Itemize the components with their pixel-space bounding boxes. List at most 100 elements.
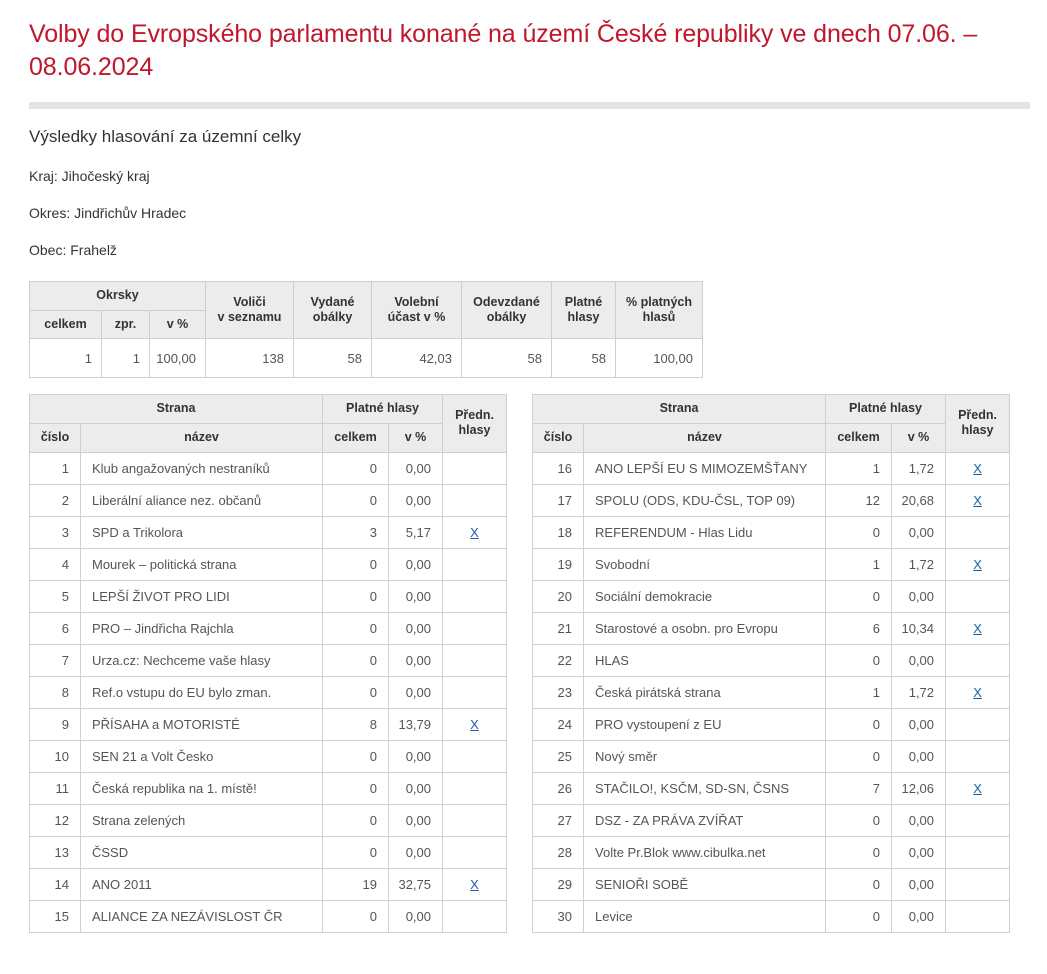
party-name: ANO LEPŠÍ EU S MIMOZEMŠŤANY — [583, 451, 827, 485]
table-row: 7 Urza.cz: Nechceme vaše hlasy 0 0,00 — [29, 643, 508, 677]
preferential-votes-cell[interactable]: X — [945, 483, 1011, 517]
summary-col-vydane-line1: Vydané — [310, 294, 355, 309]
preferential-votes-link[interactable]: X — [973, 780, 982, 796]
party-name: SPOLU (ODS, KDU-ČSL, TOP 09) — [583, 483, 827, 517]
party-results-wrapper: Strana Platné hlasy Předn. hlasy číslo n… — [0, 378, 1047, 933]
party-number: 17 — [532, 483, 585, 517]
party-number: 26 — [532, 771, 585, 805]
party-name: Nový směr — [583, 739, 827, 773]
party-votes-percent: 0,00 — [387, 835, 444, 869]
preferential-votes-cell[interactable]: X — [945, 547, 1011, 581]
preferential-votes-cell[interactable]: X — [442, 515, 508, 549]
party-number: 13 — [29, 835, 81, 869]
summary-value-vydane-obalky: 58 — [293, 338, 372, 379]
preferential-votes-cell[interactable]: X — [945, 611, 1011, 645]
preferential-votes-link[interactable]: X — [973, 684, 982, 700]
party-name: HLAS — [583, 643, 827, 677]
party-name: STAČILO!, KSČM, SD-SN, ČSNS — [583, 771, 827, 805]
preferential-votes-cell[interactable]: X — [442, 867, 508, 901]
party-name: Sociální demokracie — [583, 579, 827, 613]
results-left-body: 1 Klub angažovaných nestraníků 0 0,00 2 Liber… — [29, 451, 508, 933]
party-votes-percent: 0,00 — [891, 515, 947, 549]
table-row: 24 PRO vystoupení z EU 0 0,00 — [532, 707, 1011, 741]
party-votes-total: 0 — [825, 739, 893, 773]
party-votes-percent: 10,34 — [891, 611, 947, 645]
table-row: 16 ANO LEPŠÍ EU S MIMOZEMŠŤANY 1 1,72 X — [532, 451, 1011, 485]
table-row: 13 ČSSD 0 0,00 — [29, 835, 508, 869]
table-row: 14 ANO 2011 19 32,75 X — [29, 867, 508, 901]
table-row: 28 Volte Pr.Blok www.cibulka.net 0 0,00 — [532, 835, 1011, 869]
party-votes-total: 1 — [825, 451, 893, 485]
party-votes-percent: 0,00 — [387, 451, 444, 485]
results-right-col-platne-hlasy: Platné hlasy — [825, 394, 947, 424]
party-votes-total: 1 — [825, 675, 893, 709]
preferential-votes-cell — [442, 771, 508, 805]
summary-col-odevzdane-line2: obálky — [486, 310, 527, 325]
party-name: Volte Pr.Blok www.cibulka.net — [583, 835, 827, 869]
results-left-col-nazev: název — [80, 422, 323, 453]
party-number: 19 — [532, 547, 585, 581]
summary-col-platne-hlasy: Platné hlasy — [551, 280, 616, 340]
table-row: 30 Levice 0 0,00 — [532, 899, 1011, 933]
preferential-votes-cell — [442, 803, 508, 837]
preferential-votes-cell — [442, 643, 508, 677]
party-votes-percent: 0,00 — [387, 611, 444, 645]
summary-col-vydane-line2: obálky — [312, 310, 353, 325]
party-votes-total: 0 — [322, 835, 389, 869]
preferential-votes-cell — [442, 899, 508, 933]
preferential-votes-link[interactable]: X — [973, 460, 982, 476]
results-left-predn-line2: hlasy — [458, 423, 491, 438]
party-number: 14 — [29, 867, 81, 901]
results-right-header-row-1: Strana Platné hlasy Předn. hlasy — [532, 394, 1011, 453]
table-row: 26 STAČILO!, KSČM, SD-SN, ČSNS 7 12,06 X — [532, 771, 1011, 805]
summary-value-okrsky-vproc: 100,00 — [149, 338, 206, 379]
preferential-votes-link[interactable]: X — [470, 876, 479, 892]
party-votes-percent: 0,00 — [387, 675, 444, 709]
table-row: 22 HLAS 0 0,00 — [532, 643, 1011, 677]
party-name: Levice — [583, 899, 827, 933]
table-row: 18 REFERENDUM - Hlas Lidu 0 0,00 — [532, 515, 1011, 549]
results-left-col-platne-hlasy: Platné hlasy — [321, 394, 444, 424]
preferential-votes-link[interactable]: X — [973, 556, 982, 572]
party-votes-total: 3 — [322, 515, 389, 549]
preferential-votes-cell[interactable]: X — [945, 771, 1011, 805]
party-number: 27 — [532, 803, 585, 837]
table-row: 8 Ref.o vstupu do EU bylo zman. 0 0,00 — [29, 675, 508, 709]
party-votes-total: 19 — [322, 867, 389, 901]
party-number: 4 — [29, 547, 81, 581]
preferential-votes-cell[interactable]: X — [945, 675, 1011, 709]
preferential-votes-link[interactable]: X — [470, 524, 479, 540]
party-number: 25 — [532, 739, 585, 773]
party-votes-total: 0 — [322, 739, 389, 773]
preferential-votes-link[interactable]: X — [470, 716, 479, 732]
preferential-votes-cell — [945, 579, 1011, 613]
preferential-votes-link[interactable]: X — [973, 620, 982, 636]
preferential-votes-cell[interactable]: X — [945, 451, 1011, 485]
party-number: 5 — [29, 579, 81, 613]
party-votes-percent: 0,00 — [891, 643, 947, 677]
party-number: 18 — [532, 515, 585, 549]
party-votes-total: 0 — [825, 707, 893, 741]
summary-value-volici-v-seznamu: 138 — [205, 338, 294, 379]
summary-table-wrapper: Okrsky Voliči v seznamu Vydané obálky Vo… — [0, 258, 1047, 379]
party-votes-percent: 0,00 — [891, 899, 947, 933]
party-votes-total: 0 — [322, 451, 389, 485]
party-name: Strana zelených — [80, 803, 323, 837]
turnout-summary-table: Okrsky Voliči v seznamu Vydané obálky Vo… — [29, 280, 703, 379]
preferential-votes-cell — [945, 643, 1011, 677]
party-name: Klub angažovaných nestraníků — [80, 451, 323, 485]
preferential-votes-cell — [945, 835, 1011, 869]
results-page: Volby do Evropského parlamentu konané na… — [0, 20, 1047, 933]
table-row: 2 Liberální aliance nez. občanů 0 0,00 — [29, 483, 508, 517]
party-votes-total: 0 — [825, 803, 893, 837]
party-number: 10 — [29, 739, 81, 773]
party-name: SENIOŘI SOBĚ — [583, 867, 827, 901]
preferential-votes-cell[interactable]: X — [442, 707, 508, 741]
party-number: 8 — [29, 675, 81, 709]
summary-col-platne-line2: hlasy — [567, 310, 600, 325]
preferential-votes-cell — [945, 803, 1011, 837]
party-votes-percent: 1,72 — [891, 675, 947, 709]
party-votes-total: 0 — [322, 771, 389, 805]
preferential-votes-link[interactable]: X — [973, 492, 982, 508]
party-votes-percent: 0,00 — [387, 899, 444, 933]
